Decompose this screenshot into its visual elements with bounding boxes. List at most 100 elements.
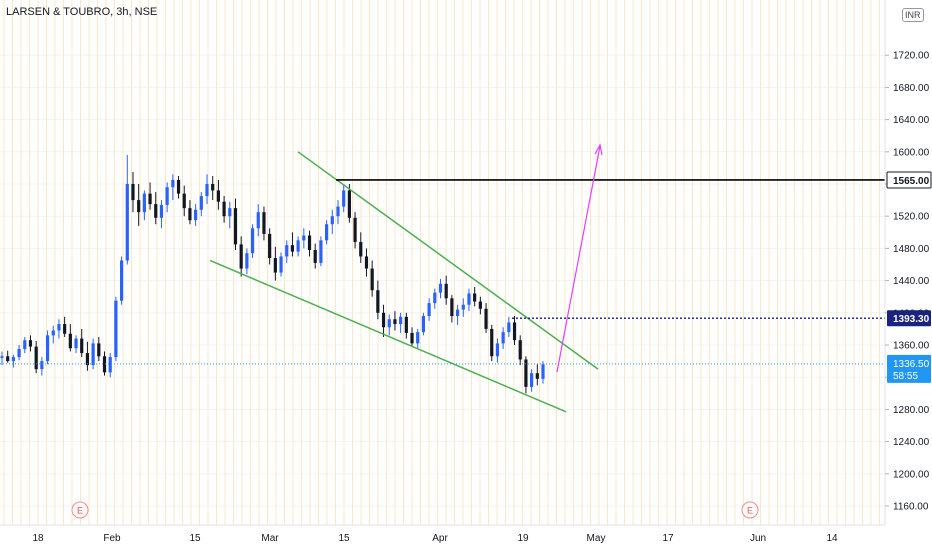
candle-body: [28, 340, 33, 347]
candle-body: [17, 349, 21, 358]
lower-channel-line: [209, 259, 567, 413]
candle-body: [216, 190, 220, 202]
candle-body: [40, 361, 44, 370]
candle-body: [23, 340, 27, 350]
candle-body: [228, 208, 232, 217]
candle-body: [114, 300, 118, 358]
candle-body: [342, 190, 346, 207]
candle-body: [325, 224, 329, 241]
candle-body: [467, 293, 471, 305]
candle-body: [205, 184, 209, 197]
candle-body: [148, 193, 152, 205]
price-axis[interactable]: 1160.001200.001240.001280.001320.001360.…: [884, 0, 930, 525]
candle-body: [279, 256, 283, 273]
candle-body: [142, 193, 146, 213]
candle-body: [102, 356, 107, 373]
candle-body: [256, 212, 260, 229]
price-tick-label: 1520.00: [893, 212, 930, 223]
upper-channel-line: [297, 151, 599, 370]
candle-body: [376, 290, 380, 313]
candle-body: [63, 324, 67, 334]
candle-body: [262, 212, 266, 234]
earnings-marker-circle: [71, 501, 89, 519]
price-tick-label: 1360.00: [893, 341, 930, 352]
candle-body: [530, 373, 534, 387]
price-tick-label: 1160.00: [893, 502, 929, 513]
candle-body: [199, 196, 203, 210]
candle-body: [131, 184, 135, 201]
time-tick-label: 17: [662, 533, 674, 544]
candle-body: [461, 304, 465, 310]
candle-body: [507, 322, 511, 333]
symbol-title[interactable]: LARSEN & TOUBRO, 3h, NSE: [6, 6, 157, 18]
candle-body: [51, 330, 55, 336]
price-tick-label: 1440.00: [893, 276, 930, 287]
time-tick-label: Mar: [261, 533, 279, 544]
candle-body: [438, 283, 443, 293]
candle-body: [455, 309, 460, 317]
candle-body: [450, 298, 454, 317]
candle-body: [125, 184, 129, 261]
candle-body: [541, 364, 545, 379]
candle-body: [364, 256, 369, 269]
candle-body: [302, 235, 306, 241]
candle-body: [319, 240, 323, 263]
time-tick-label: 19: [517, 533, 529, 544]
candle-body: [91, 343, 95, 366]
candle-body: [381, 312, 386, 328]
currency-badge[interactable]: INR: [902, 8, 924, 22]
candle-body: [222, 201, 226, 217]
title-sep-1: ,: [110, 6, 117, 18]
time-tick-label: Jun: [750, 533, 766, 544]
price-tick-label: 1280.00: [893, 405, 930, 416]
candle-body: [0, 356, 4, 358]
candle-body: [245, 253, 249, 269]
time-tick-label: 15: [189, 533, 201, 544]
candle-body: [444, 283, 448, 299]
candle-body: [330, 216, 334, 225]
candle-body: [182, 193, 186, 209]
candle-body: [518, 340, 522, 360]
candle-body: [336, 206, 340, 217]
candle-body: [313, 250, 317, 263]
candle-body: [416, 332, 420, 344]
candle-body: [393, 319, 397, 325]
candle-body: [80, 338, 84, 354]
candle-body: [176, 179, 181, 194]
earnings-marker-label: E: [77, 506, 83, 516]
candle-body: [250, 228, 255, 254]
time-axis[interactable]: 18 Feb 15 Mar 15 Apr 19 May 17 Jun 14: [0, 524, 885, 544]
candle-body: [85, 353, 90, 366]
price-tick-label: 1480.00: [893, 244, 930, 255]
candle-body: [97, 343, 101, 357]
time-tick-label: Feb: [103, 533, 121, 544]
candle-body: [410, 332, 414, 344]
projection-arrow: [556, 145, 601, 373]
candle-body: [154, 204, 158, 218]
price-tick-label: 1640.00: [893, 115, 930, 126]
resistance-price-label-bg: [887, 310, 931, 327]
candle-body: [478, 301, 482, 309]
resistance-price-label: 1393.30: [893, 314, 930, 325]
candle-body: [171, 179, 175, 188]
price-tick-label: 1720.00: [893, 51, 930, 62]
candle-body: [211, 184, 215, 191]
candle-body: [137, 200, 141, 213]
candle-body: [433, 292, 437, 304]
candle-body: [34, 346, 38, 370]
candle-body: [268, 233, 272, 259]
candle-body: [347, 190, 351, 218]
candle-body: [11, 357, 15, 362]
candle-body: [159, 204, 164, 218]
time-tick-label: May: [587, 533, 606, 544]
time-tick-label: 18: [32, 533, 44, 544]
time-tick-label: 14: [826, 533, 838, 544]
last-price-label: 1336.50: [893, 359, 930, 370]
candle-body: [399, 316, 403, 325]
earnings-marker-label: E: [747, 506, 753, 516]
candle-body: [45, 335, 50, 362]
price-tick-label: 1240.00: [893, 437, 930, 448]
time-tick-label: 15: [338, 533, 350, 544]
